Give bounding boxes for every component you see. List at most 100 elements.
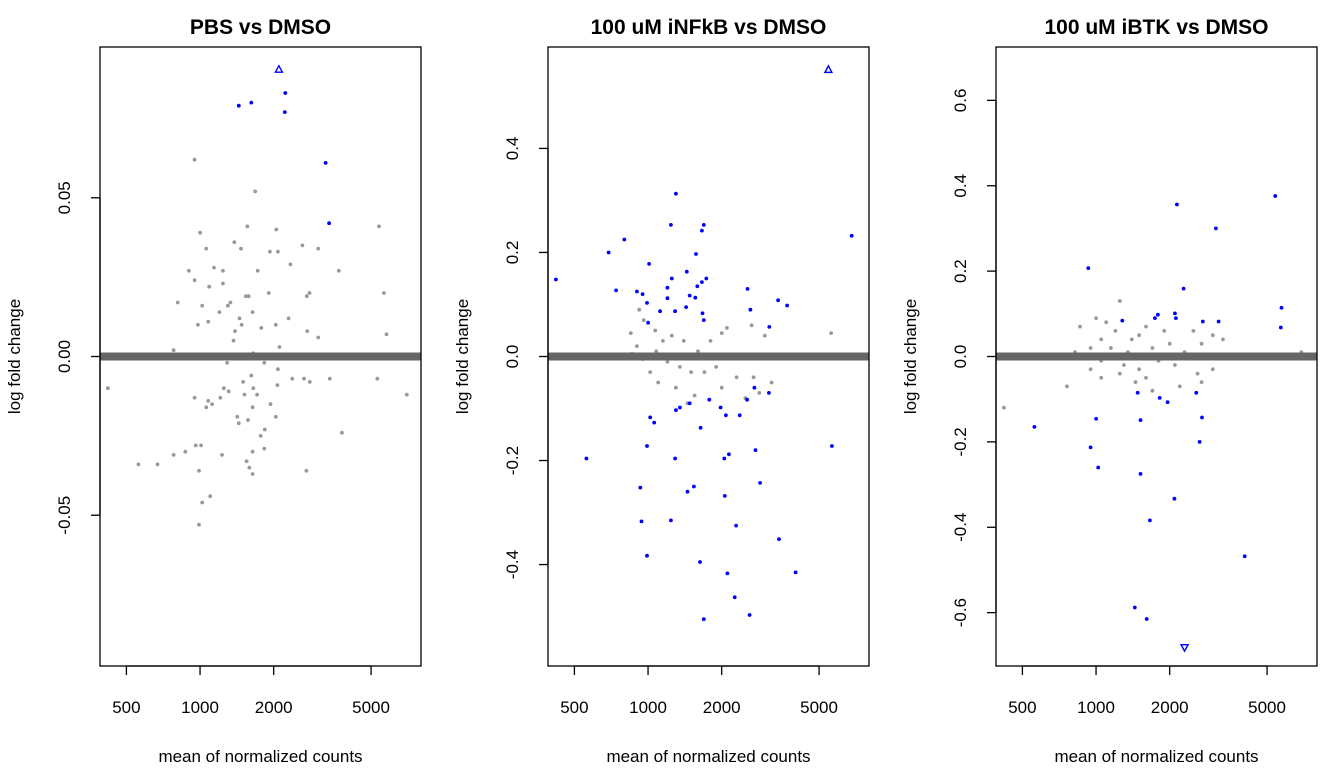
data-point-101 bbox=[793, 570, 798, 575]
data-point-32 bbox=[304, 294, 309, 299]
data-point-56 bbox=[1157, 396, 1162, 400]
data-point-9 bbox=[1153, 316, 1157, 320]
data-point-57 bbox=[262, 360, 267, 365]
data-point-22 bbox=[693, 295, 698, 300]
data-point-103 bbox=[200, 500, 205, 505]
data-point-37 bbox=[653, 328, 658, 333]
outlier-triangle-1 bbox=[1179, 643, 1190, 653]
data-point-46 bbox=[233, 329, 237, 333]
panel-3-points bbox=[1002, 194, 1304, 621]
data-point-54 bbox=[1135, 390, 1140, 395]
y-tick-label: 0.2 bbox=[951, 259, 970, 283]
data-point-36 bbox=[226, 303, 230, 308]
x-tick-label: 5000 bbox=[800, 698, 838, 717]
data-point-25 bbox=[336, 268, 341, 273]
data-point-32 bbox=[1150, 346, 1155, 350]
data-point-96 bbox=[247, 465, 252, 470]
data-point-64 bbox=[249, 373, 254, 378]
data-point-96 bbox=[734, 523, 738, 528]
data-point-67 bbox=[226, 389, 231, 394]
data-point-93 bbox=[722, 494, 727, 498]
data-point-45 bbox=[1099, 375, 1104, 380]
outlier-triangle-1 bbox=[823, 64, 834, 74]
data-point-78 bbox=[737, 413, 742, 418]
data-point-60 bbox=[302, 376, 306, 381]
data-point-75 bbox=[206, 399, 211, 403]
data-point-42 bbox=[669, 333, 674, 338]
data-point-43 bbox=[681, 339, 686, 343]
data-point-73 bbox=[404, 392, 409, 397]
data-point-88 bbox=[753, 448, 758, 452]
x-axis: 500 1000 2000 5000 bbox=[112, 665, 390, 717]
data-point-10 bbox=[684, 269, 689, 274]
data-point-63 bbox=[375, 376, 380, 381]
data-point-73 bbox=[678, 405, 682, 410]
data-point-10 bbox=[232, 240, 237, 245]
data-point-67 bbox=[1148, 518, 1152, 523]
data-point-41 bbox=[654, 349, 659, 354]
data-point-102 bbox=[732, 595, 737, 600]
data-point-38 bbox=[200, 303, 205, 308]
data-point-39 bbox=[217, 310, 222, 314]
panel-1-ylabel: log fold change bbox=[5, 299, 24, 414]
data-point-15 bbox=[268, 249, 272, 254]
data-point-9 bbox=[198, 230, 203, 235]
x-tick-label: 2000 bbox=[1151, 698, 1189, 717]
panel-3-title: 100 uM iBTK vs DMSO bbox=[1044, 16, 1268, 39]
data-point-27 bbox=[684, 305, 688, 309]
data-point-85 bbox=[262, 427, 267, 432]
data-point-101 bbox=[304, 468, 309, 473]
data-point-11 bbox=[1120, 318, 1125, 323]
data-point-59 bbox=[714, 365, 719, 369]
data-point-6 bbox=[622, 237, 627, 242]
data-point-47 bbox=[1133, 380, 1138, 384]
data-point-1 bbox=[674, 191, 678, 196]
y-tick-label: -0.2 bbox=[951, 427, 970, 456]
data-point-59 bbox=[1094, 416, 1098, 421]
data-point-6 bbox=[1279, 305, 1284, 310]
data-point-51 bbox=[1065, 384, 1069, 389]
x-axis: 500 1000 2000 5000 bbox=[560, 665, 838, 717]
data-point-4 bbox=[282, 110, 287, 114]
data-point-60 bbox=[1138, 418, 1143, 422]
outlier-triangle-1 bbox=[274, 64, 284, 73]
data-point-67 bbox=[757, 391, 762, 395]
data-point-89 bbox=[193, 443, 198, 448]
y-axis: -0.4 -0.2 0.0 0.2 0.4 bbox=[503, 137, 549, 579]
data-point-24 bbox=[1210, 333, 1215, 338]
data-point-16 bbox=[1104, 320, 1109, 325]
data-point-16 bbox=[665, 285, 670, 290]
data-point-1 bbox=[236, 103, 241, 108]
data-point-81 bbox=[698, 425, 703, 430]
data-point-26 bbox=[1221, 337, 1225, 342]
data-point-34 bbox=[244, 294, 248, 299]
data-point-99 bbox=[698, 560, 702, 564]
data-point-52 bbox=[1150, 388, 1155, 393]
panel-2-points bbox=[554, 191, 854, 622]
x-tick-label: 500 bbox=[112, 698, 140, 717]
data-point-89 bbox=[758, 481, 762, 485]
data-point-8 bbox=[1156, 312, 1160, 317]
data-point-19 bbox=[1094, 316, 1098, 320]
data-point-60 bbox=[734, 375, 739, 380]
data-point-65 bbox=[692, 393, 697, 398]
data-point-46 bbox=[1117, 371, 1122, 376]
data-point-66 bbox=[1172, 496, 1177, 501]
data-point-13 bbox=[245, 224, 250, 229]
data-point-13 bbox=[1216, 319, 1221, 324]
panel-3: 100 uM iBTK vs DMSO mean of normalized c… bbox=[901, 16, 1318, 766]
data-point-39 bbox=[661, 339, 665, 343]
data-point-84 bbox=[236, 421, 241, 426]
data-point-66 bbox=[221, 386, 226, 391]
data-point-91 bbox=[638, 485, 643, 490]
data-point-11 bbox=[239, 246, 243, 251]
data-point-83 bbox=[273, 414, 278, 419]
data-point-103 bbox=[747, 613, 752, 617]
panel-1-title: PBS vs DMSO bbox=[190, 16, 331, 39]
data-point-62 bbox=[327, 376, 332, 381]
data-point-28 bbox=[1099, 337, 1104, 342]
data-point-88 bbox=[199, 443, 204, 448]
data-point-59 bbox=[290, 376, 295, 381]
data-point-90 bbox=[262, 446, 267, 451]
data-point-76 bbox=[210, 402, 215, 406]
